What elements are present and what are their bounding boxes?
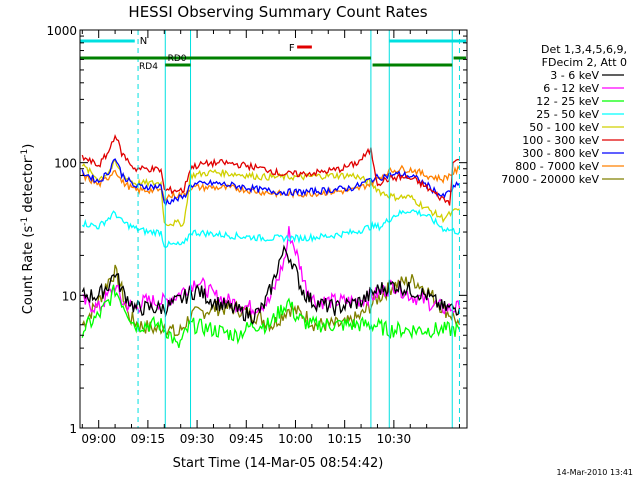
y-axis-label-part3: ) xyxy=(21,144,36,149)
y-axis-label-sup2: -1 xyxy=(20,149,30,158)
legend-entry-label: 7000 - 20000 keV xyxy=(501,173,599,186)
series-line-3-6-kev xyxy=(81,244,461,325)
y-axis-label-part2: detector xyxy=(21,157,36,217)
legend-entry-label: 25 - 50 keV xyxy=(536,108,599,121)
series-line-7000-20000-kev xyxy=(81,264,461,337)
series-line-50-100-kev xyxy=(81,158,460,228)
legend: Det 1,3,4,5,6,9,FDecim 2, Att 03 - 6 keV… xyxy=(501,43,627,186)
legend-entry-label: 100 - 300 keV xyxy=(522,134,599,147)
series-line-12-25-kev xyxy=(81,284,461,348)
x-tick-label: 09:45 xyxy=(229,432,264,446)
y-tick-label: 10 xyxy=(62,289,77,303)
legend-header-line: Det 1,3,4,5,6,9, xyxy=(541,43,627,56)
legend-entry-label: 12 - 25 keV xyxy=(536,95,599,108)
series-line-6-12-kev xyxy=(82,226,461,316)
y-axis-label-sup1: -1 xyxy=(20,217,30,226)
legend-entry-label: 800 - 7000 keV xyxy=(515,160,599,173)
night-label: N xyxy=(140,36,147,47)
series-line-300-800-kev xyxy=(81,158,460,206)
legend-entry-label: 300 - 800 keV xyxy=(522,147,599,160)
series-line-800-7000-kev xyxy=(81,164,461,201)
y-axis-label: Count Rate (s-1 detector-1) xyxy=(20,144,36,315)
x-tick-label: 10:30 xyxy=(377,432,412,446)
rd4-label: RD4 xyxy=(139,62,158,72)
legend-entry-label: 6 - 12 keV xyxy=(543,82,599,95)
chart-title: HESSI Observing Summary Count Rates xyxy=(128,3,427,21)
x-tick-label: 10:15 xyxy=(327,432,362,446)
plot-frame xyxy=(79,29,468,429)
y-tick-label: 1 xyxy=(69,422,77,436)
x-tick-label: 09:00 xyxy=(81,432,116,446)
x-tick-label: 09:30 xyxy=(180,432,215,446)
x-tick-label: 10:00 xyxy=(278,432,313,446)
legend-entry-label: 3 - 6 keV xyxy=(550,69,599,82)
y-tick-label: 100 xyxy=(54,157,77,171)
series-layer xyxy=(81,133,461,348)
tick-layer: 09:00 09:15 09:30 09:45 10:00 10:15 10:30 1 10 10… xyxy=(46,24,467,446)
legend-entry-label: 50 - 100 keV xyxy=(529,121,599,134)
flare-label: F xyxy=(289,43,295,54)
legend-header-line: FDecim 2, Att 0 xyxy=(542,56,627,69)
series-line-100-300-kev xyxy=(81,133,460,206)
rd0-label: RD0 xyxy=(168,54,187,64)
x-axis-label: Start Time (14-Mar-05 08:54:42) xyxy=(173,456,384,471)
x-tick-label: 09:15 xyxy=(131,432,166,446)
marker-layer: N F RD0 RD4 xyxy=(79,30,467,428)
footer-stamp: 14-Mar-2010 13:41 xyxy=(557,468,634,477)
y-tick-label: 1000 xyxy=(46,24,77,38)
y-axis-label-part1: Count Rate (s xyxy=(21,226,36,315)
series-line-25-50-kev xyxy=(81,209,461,249)
